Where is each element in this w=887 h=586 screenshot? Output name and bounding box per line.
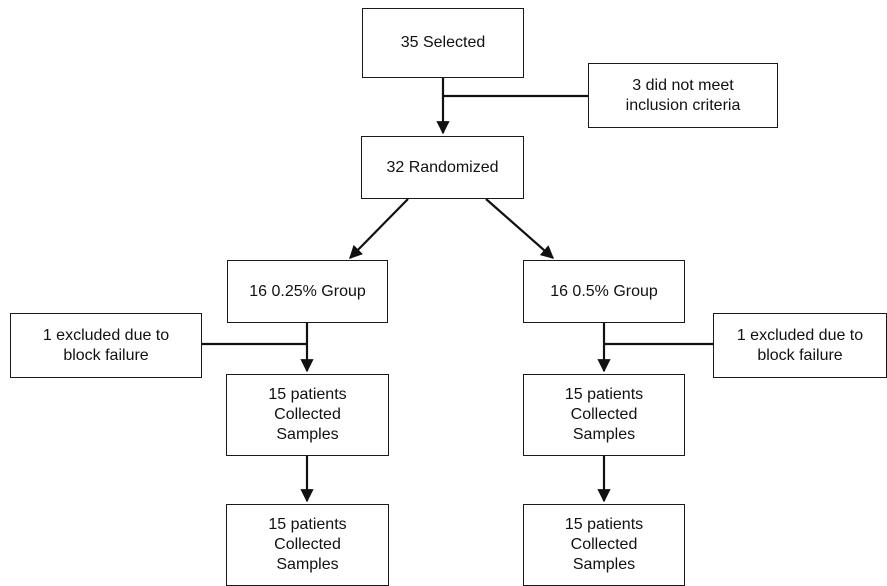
collected-left-2-line-2: Collected [274, 536, 341, 553]
randomized-label: 32 Randomized [386, 158, 499, 176]
collected-right-1-line-2: Collected [570, 406, 638, 423]
excluded-right-box: 1 excluded due to block failure [713, 313, 887, 378]
connector-randomized-to-group-05 [485, 198, 554, 259]
group-05-box: 16 0.5% Group [523, 260, 685, 323]
collected-right-1-box: 15 patients Collected Samples [523, 374, 685, 456]
collected-left-2-line-1: 15 patients [268, 516, 347, 533]
collected-left-2-line-3: Samples [276, 556, 339, 573]
collected-right-2-line-2: Collected [570, 536, 638, 553]
collected-right-2-line-1: 15 patients [564, 516, 644, 533]
selected-label: 35 Selected [400, 34, 486, 51]
collected-right-2-box: 15 patients Collected Samples [523, 504, 685, 586]
collected-left-1-line-3: Samples [276, 426, 339, 443]
selected-box: 35 Selected [362, 8, 524, 78]
collected-left-1-line-2: Collected [274, 406, 341, 423]
randomized-box: 32 Randomized [361, 136, 524, 199]
group-05-label: 16 0.5% Group [550, 282, 658, 300]
excluded-right-line-1: 1 excluded due to [736, 326, 864, 344]
collected-left-1-line-1: 15 patients [268, 386, 347, 403]
excluded-left-line-1: 1 excluded due to [42, 326, 170, 344]
collected-right-2-line-3: Samples [572, 556, 636, 573]
excluded-left-box: 1 excluded due to block failure [10, 313, 202, 378]
collected-left-2-box: 15 patients Collected Samples [226, 504, 389, 586]
collected-right-1-line-3: Samples [572, 426, 636, 443]
excluded-left-line-2: block failure [63, 346, 149, 364]
group-025-box: 16 0.25% Group [227, 260, 388, 323]
inclusion-excluded-line-1: 3 did not meet [632, 76, 734, 94]
excluded-right-line-2: block failure [757, 346, 843, 364]
inclusion-excluded-box: 3 did not meet inclusion criteria [588, 63, 778, 128]
connector-randomized-to-group-025 [349, 198, 409, 259]
collected-right-1-line-1: 15 patients [564, 386, 644, 403]
group-025-label: 16 0.25% Group [249, 282, 366, 300]
inclusion-excluded-line-2: inclusion criteria [625, 96, 741, 114]
collected-left-1-box: 15 patients Collected Samples [226, 374, 389, 456]
